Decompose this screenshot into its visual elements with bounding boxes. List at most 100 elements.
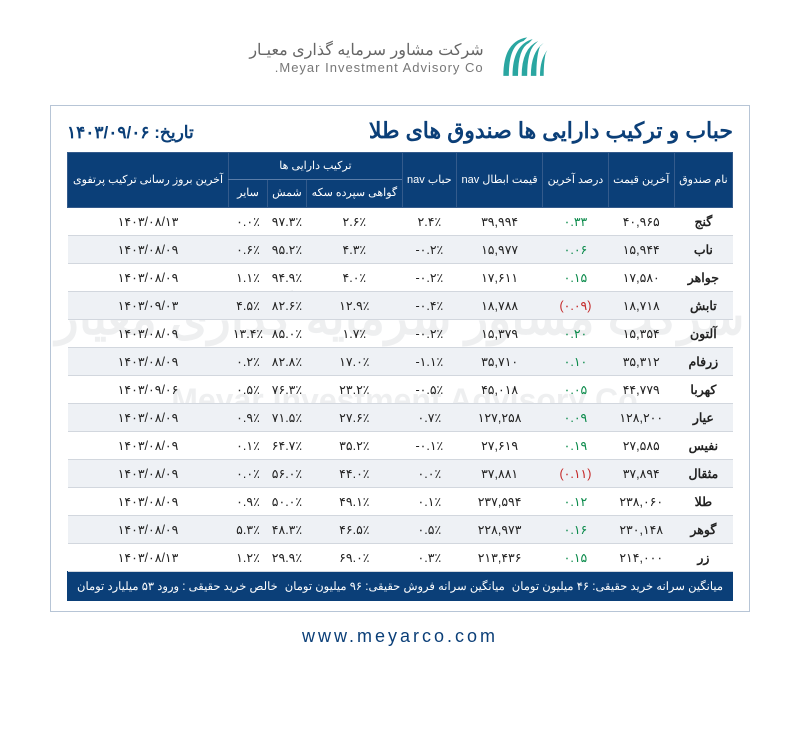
- summary-footer: میانگین سرانه خرید حقیقی: ۴۶ میلیون توما…: [67, 571, 733, 601]
- table-row: جواهر۱۷,۵۸۰۰.۱۵۱۷,۶۱۱-۰.۲٪۴.۰٪۹۴.۹٪۱.۱٪۱…: [68, 263, 733, 291]
- cell-update: ۱۴۰۳/۰۸/۰۹: [68, 319, 229, 347]
- cell-price: ۱۷,۵۸۰: [608, 263, 674, 291]
- cell-pct: ۰.۱۶: [543, 515, 609, 543]
- cell-update: ۱۴۰۳/۰۸/۱۳: [68, 543, 229, 571]
- cell-bubble: ۲.۴٪: [402, 207, 456, 235]
- cell-pct: ۰.۱۰: [543, 347, 609, 375]
- cell-gavahi: ۲۷.۶٪: [307, 403, 403, 431]
- cell-other: ۱.۲٪: [229, 543, 268, 571]
- table-row: گوهر۲۳۰,۱۴۸۰.۱۶۲۲۸,۹۷۳۰.۵٪۴۶.۵٪۴۸.۳٪۵.۳٪…: [68, 515, 733, 543]
- cell-shemsh: ۸۲.۸٪: [267, 347, 306, 375]
- col-shemsh: شمش: [267, 180, 306, 207]
- cell-navp: ۱۵,۹۷۷: [457, 235, 543, 263]
- cell-price: ۲۳۸,۰۶۰: [608, 487, 674, 515]
- cell-gavahi: ۱۲.۹٪: [307, 291, 403, 319]
- table-row: مثقال۳۷,۸۹۴(۰.۱۱)۳۷,۸۸۱۰.۰٪۴۴.۰٪۵۶.۰٪۰.۰…: [68, 459, 733, 487]
- cell-navp: ۱۸,۷۸۸: [457, 291, 543, 319]
- cell-price: ۴۴,۷۷۹: [608, 375, 674, 403]
- report-card: شرکت مشاور سرمایه گذاری معیار Meyar Inve…: [50, 105, 750, 612]
- cell-navp: ۱۲۷,۲۵۸: [457, 403, 543, 431]
- cell-other: ۰.۰٪: [229, 459, 268, 487]
- cell-gavahi: ۳۵.۲٪: [307, 431, 403, 459]
- table-row: طلا۲۳۸,۰۶۰۰.۱۲۲۳۷,۵۹۴۰.۱٪۴۹.۱٪۵۰.۰٪۰.۹٪۱…: [68, 487, 733, 515]
- cell-fund: مثقال: [674, 459, 732, 487]
- cell-pct: (۰.۱۱): [543, 459, 609, 487]
- cell-price: ۲۳۰,۱۴۸: [608, 515, 674, 543]
- cell-gavahi: ۴۶.۵٪: [307, 515, 403, 543]
- cell-shemsh: ۵۶.۰٪: [267, 459, 306, 487]
- col-nav-cancel: قیمت ابطال nav: [457, 153, 543, 208]
- net-real-buy: خالص خرید حقیقی : ورود ۵۳ میلیارد تومان: [77, 579, 278, 593]
- cell-fund: زرفام: [674, 347, 732, 375]
- cell-navp: ۲۲۸,۹۷۳: [457, 515, 543, 543]
- cell-gavahi: ۲.۶٪: [307, 207, 403, 235]
- cell-navp: ۲۱۳,۴۳۶: [457, 543, 543, 571]
- cell-pct: ۰.۱۹: [543, 431, 609, 459]
- cell-gavahi: ۴.۰٪: [307, 263, 403, 291]
- cell-bubble: -۰.۲٪: [402, 263, 456, 291]
- table-row: زرفام۳۵,۳۱۲۰.۱۰۳۵,۷۱۰-۱.۱٪۱۷.۰٪۸۲.۸٪۰.۲٪…: [68, 347, 733, 375]
- table-row: تابش۱۸,۷۱۸(۰.۰۹)۱۸,۷۸۸-۰.۴٪۱۲.۹٪۸۲.۶٪۴.۵…: [68, 291, 733, 319]
- cell-gavahi: ۴۹.۱٪: [307, 487, 403, 515]
- col-nav-bubble: حباب nav: [402, 153, 456, 208]
- cell-update: ۱۴۰۳/۰۹/۰۶: [68, 375, 229, 403]
- cell-update: ۱۴۰۳/۰۹/۰۳: [68, 291, 229, 319]
- cell-pct: ۰.۰۶: [543, 235, 609, 263]
- cell-fund: تابش: [674, 291, 732, 319]
- cell-shemsh: ۵۰.۰٪: [267, 487, 306, 515]
- cell-shemsh: ۸۵.۰٪: [267, 319, 306, 347]
- avg-real-sell: میانگین سرانه فروش حقیقی: ۹۶ میلیون توما…: [285, 579, 505, 593]
- cell-shemsh: ۹۷.۳٪: [267, 207, 306, 235]
- table-row: ناب۱۵,۹۴۴۰.۰۶۱۵,۹۷۷-۰.۲٪۴.۳٪۹۵.۲٪۰.۶٪۱۴۰…: [68, 235, 733, 263]
- cell-update: ۱۴۰۳/۰۸/۰۹: [68, 403, 229, 431]
- cell-price: ۱۲۸,۲۰۰: [608, 403, 674, 431]
- cell-price: ۲۷,۵۸۵: [608, 431, 674, 459]
- cell-shemsh: ۹۵.۲٪: [267, 235, 306, 263]
- cell-fund: زر: [674, 543, 732, 571]
- cell-update: ۱۴۰۳/۰۸/۱۳: [68, 207, 229, 235]
- cell-update: ۱۴۰۳/۰۸/۰۹: [68, 347, 229, 375]
- cell-pct: (۰.۰۹): [543, 291, 609, 319]
- cell-bubble: -۰.۲٪: [402, 319, 456, 347]
- cell-price: ۱۸,۷۱۸: [608, 291, 674, 319]
- avg-real-buy: میانگین سرانه خرید حقیقی: ۴۶ میلیون توما…: [512, 579, 723, 593]
- cell-navp: ۳۹,۹۹۴: [457, 207, 543, 235]
- cell-update: ۱۴۰۳/۰۸/۰۹: [68, 487, 229, 515]
- cell-update: ۱۴۰۳/۰۸/۰۹: [68, 235, 229, 263]
- cell-other: ۱.۱٪: [229, 263, 268, 291]
- cell-other: ۰.۶٪: [229, 235, 268, 263]
- cell-gavahi: ۱.۷٪: [307, 319, 403, 347]
- cell-price: ۱۵,۹۴۴: [608, 235, 674, 263]
- cell-fund: گنج: [674, 207, 732, 235]
- cell-gavahi: ۶۹.۰٪: [307, 543, 403, 571]
- cell-update: ۱۴۰۳/۰۸/۰۹: [68, 263, 229, 291]
- col-asset-group: ترکیب دارایی ها: [229, 153, 403, 180]
- cell-fund: کهربا: [674, 375, 732, 403]
- cell-other: ۰.۱٪: [229, 431, 268, 459]
- cell-shemsh: ۶۴.۷٪: [267, 431, 306, 459]
- cell-fund: آلتون: [674, 319, 732, 347]
- company-header: شرکت مشاور سرمایه گذاری معیـار Meyar Inv…: [50, 30, 750, 85]
- cell-shemsh: ۹۴.۹٪: [267, 263, 306, 291]
- company-name-en: Meyar Investment Advisory Co.: [249, 60, 483, 75]
- cell-pct: ۰.۱۵: [543, 543, 609, 571]
- report-title: حباب و ترکیب دارایی ها صندوق های طلا: [369, 118, 733, 144]
- cell-bubble: -۱.۱٪: [402, 347, 456, 375]
- cell-fund: جواهر: [674, 263, 732, 291]
- cell-gavahi: ۲۳.۲٪: [307, 375, 403, 403]
- cell-pct: ۰.۱۲: [543, 487, 609, 515]
- col-last-price: آخرین قیمت: [608, 153, 674, 208]
- table-row: عیار۱۲۸,۲۰۰۰.۰۹۱۲۷,۲۵۸۰.۷٪۲۷.۶٪۷۱.۵٪۰.۹٪…: [68, 403, 733, 431]
- cell-pct: ۰.۱۵: [543, 263, 609, 291]
- cell-bubble: -۰.۱٪: [402, 431, 456, 459]
- cell-price: ۳۵,۳۱۲: [608, 347, 674, 375]
- cell-price: ۲۱۴,۰۰۰: [608, 543, 674, 571]
- cell-other: ۰.۵٪: [229, 375, 268, 403]
- funds-table: نام صندوق آخرین قیمت درصد آخرین قیمت ابط…: [67, 152, 733, 572]
- cell-fund: عیار: [674, 403, 732, 431]
- cell-other: ۱۳.۴٪: [229, 319, 268, 347]
- col-last-pct: درصد آخرین: [543, 153, 609, 208]
- cell-shemsh: ۷۱.۵٪: [267, 403, 306, 431]
- cell-bubble: ۰.۰٪: [402, 459, 456, 487]
- company-logo-icon: [496, 30, 551, 85]
